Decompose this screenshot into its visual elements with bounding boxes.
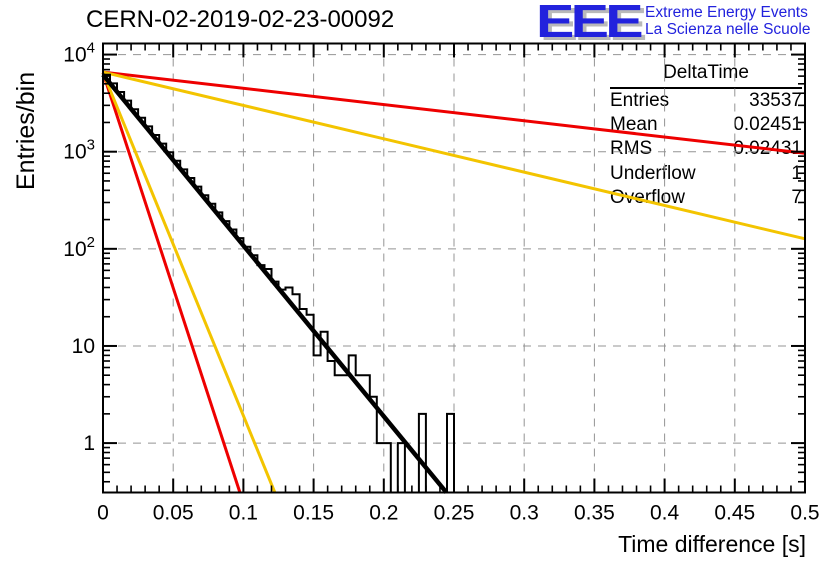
x-tick-label: 0.3 <box>510 502 539 525</box>
stat-value: 0.02451 <box>733 114 802 136</box>
reference-yellow-shallow <box>102 70 806 241</box>
stats-title: DeltaTime <box>610 60 802 89</box>
stat-label: Underflow <box>610 162 696 184</box>
reference-red-shallow <box>102 70 806 155</box>
eee-logo-line1: Extreme Energy Events <box>645 4 808 21</box>
stats-row-entries: Entries 33537 <box>610 89 802 113</box>
x-tick-label: 0.25 <box>434 502 475 525</box>
x-tick-label: 0.45 <box>714 502 755 525</box>
exponential-fit <box>101 73 449 494</box>
y-tick-label: 1 <box>83 432 95 455</box>
reference-red-steep <box>101 72 242 493</box>
stats-row-underflow: Underflow 1 <box>610 162 802 186</box>
stat-label: Mean <box>610 114 658 136</box>
eee-logo-line2: La Scienza nelle Scuole <box>645 21 811 38</box>
x-tick-label: 0 <box>97 502 109 525</box>
stat-value: 33537 <box>749 90 802 111</box>
x-axis-title: Time difference [s] <box>618 531 806 557</box>
eee-logo: EEE Extreme Energy Events La Scienza nel… <box>536 0 811 47</box>
x-tick-label: 0.5 <box>790 502 819 525</box>
reference-yellow-steep <box>101 72 277 494</box>
x-tick-label: 0.4 <box>650 502 680 525</box>
x-tick-label: 0.05 <box>153 502 194 525</box>
eee-logo-text: Extreme Energy Events La Scienza nelle S… <box>645 4 810 38</box>
stat-label: Overflow <box>610 186 685 208</box>
plot-frame <box>102 42 806 494</box>
stats-row-overflow: Overflow 7 <box>610 186 802 210</box>
stat-label: Entries <box>610 90 670 111</box>
x-tick-label: 0.35 <box>574 502 615 525</box>
y-tick-label: 103 <box>63 137 95 164</box>
y-tick-label: 104 <box>63 40 95 67</box>
x-tick-label: 0.2 <box>369 502 398 525</box>
stat-label: RMS <box>610 138 653 160</box>
x-tick-label: 0.1 <box>229 502 258 525</box>
eee-logo-letters: EEE <box>536 0 644 47</box>
stats-box: DeltaTime Entries 33537 Mean 0.02451 RMS… <box>610 60 802 210</box>
x-tick-label: 0.15 <box>293 502 334 525</box>
y-tick-label: 102 <box>63 234 95 261</box>
y-tick-label: 10 <box>72 335 95 358</box>
stat-value: 1 <box>791 162 802 184</box>
stat-value: 7 <box>791 186 802 208</box>
plot-title: CERN-02-2019-02-23-00092 <box>86 6 395 33</box>
stats-row-mean: Mean 0.02451 <box>610 113 802 137</box>
